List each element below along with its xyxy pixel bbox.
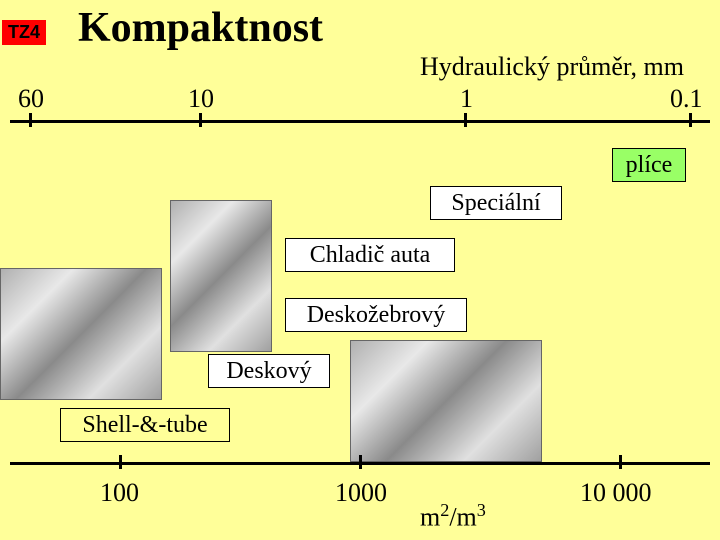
top-axis-tick	[464, 113, 467, 127]
top-axis-title: Hydraulický průměr, mm	[420, 52, 684, 82]
box-shelltube: Shell-&-tube	[60, 408, 230, 442]
bottom-axis-tick-label: 100	[100, 478, 139, 508]
box-deskovy: Deskový	[208, 354, 330, 388]
img-shell-tube	[0, 268, 162, 400]
box-chladic: Chladič auta	[285, 238, 455, 272]
top-axis-tick	[689, 113, 692, 127]
page-title: Kompaktnost	[78, 4, 323, 52]
box-specialni: Speciální	[430, 186, 562, 220]
bottom-axis-tick	[359, 455, 362, 469]
top-axis-tick-label: 60	[18, 84, 44, 114]
bottom-axis-tick-label: 1000	[335, 478, 387, 508]
top-axis-tick-label: 0.1	[670, 84, 703, 114]
bottom-axis-tick-label: 10 000	[580, 478, 652, 508]
top-axis-tick-label: 1	[460, 84, 473, 114]
top-axis-line	[10, 120, 710, 123]
top-axis-tick	[199, 113, 202, 127]
box-plice: plíce	[612, 148, 686, 182]
slide-badge: TZ4	[2, 20, 46, 45]
bottom-axis-tick	[119, 455, 122, 469]
img-engine	[350, 340, 542, 462]
bottom-axis-tick	[619, 455, 622, 469]
top-axis-tick	[29, 113, 32, 127]
img-plate	[170, 200, 272, 352]
top-axis-tick-label: 10	[188, 84, 214, 114]
bottom-axis-unit: m2/m3	[420, 500, 486, 533]
box-deskozebrovy: Deskožebrový	[285, 298, 467, 332]
